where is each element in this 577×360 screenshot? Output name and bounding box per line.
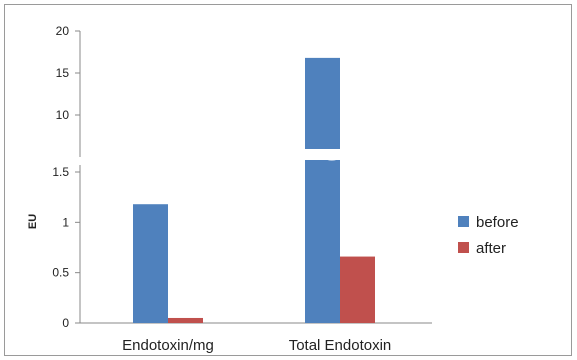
y-tick-label: 0 [62,316,69,330]
y-tick-label: 1 [62,215,69,229]
legend-swatch-after [458,242,469,253]
axis-break-mark [303,149,342,161]
y-tick-label: 1.5 [52,165,69,179]
legend-label-before: before [476,214,519,231]
bar-after [168,317,203,323]
legend-swatch-before [458,216,469,227]
bar-after [340,256,375,323]
axis-layer: 10 15 20 0 0.5 1 1.5 [52,24,432,330]
legend: before after [458,214,519,257]
y-tick-label: 10 [56,108,70,122]
y-axis-label: EU [27,214,39,229]
chart-frame [4,4,572,356]
legend-label-after: after [476,240,506,257]
y-tick-label: 0.5 [52,266,69,280]
bars-layer [133,57,375,323]
labels-layer: EU Endotoxin/mg Total Endotoxin [27,214,391,354]
bar-before [133,204,168,323]
category-label: Endotoxin/mg [122,337,214,354]
bar-before-upper [305,57,340,149]
bar-before [305,160,340,323]
y-tick-label: 15 [56,66,70,80]
category-label: Total Endotoxin [289,337,392,354]
y-tick-label: 20 [56,24,70,38]
